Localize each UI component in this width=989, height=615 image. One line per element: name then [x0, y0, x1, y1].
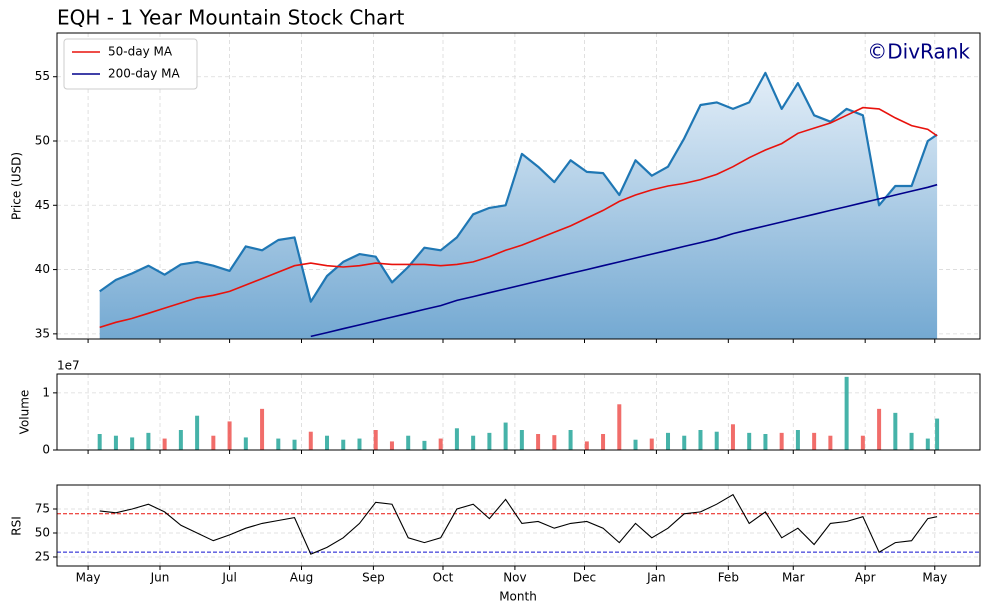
volume-bar	[97, 434, 102, 450]
legend: 50-day MA 200-day MA	[63, 38, 198, 90]
x-tick-label: Jan	[646, 571, 666, 585]
volume-bar	[828, 435, 833, 450]
volume-bar	[779, 432, 784, 450]
y-tick-label: 55	[35, 69, 50, 83]
volume-bar	[666, 432, 671, 450]
x-tick-label: Jun	[150, 571, 170, 585]
volume-bar	[714, 431, 719, 450]
volume-bar	[341, 439, 346, 450]
y-tick-label: 1	[42, 385, 50, 399]
x-tick-label: May	[922, 571, 947, 585]
volume-bar	[227, 421, 232, 450]
volume-bar	[730, 424, 735, 450]
volume-bar	[877, 408, 882, 450]
volume-bar	[243, 437, 248, 450]
rsi-line	[99, 493, 938, 555]
volume-bar	[325, 435, 330, 450]
volume-bar	[389, 441, 394, 450]
plot-frame	[56, 373, 981, 451]
volume-bar	[584, 441, 589, 450]
volume-bar	[195, 415, 200, 450]
watermark: ©DivRank	[867, 40, 970, 64]
x-tick-label: Nov	[503, 571, 526, 585]
volume-bar	[292, 439, 297, 450]
volume-bar	[260, 408, 265, 450]
volume-bar	[422, 440, 427, 450]
plot-frame	[56, 484, 981, 567]
y-tick-label: 75	[35, 501, 50, 515]
y-tick-label: 50	[35, 134, 50, 148]
volume-bar	[454, 428, 459, 450]
volume-bar	[925, 438, 930, 450]
volume-bar	[130, 437, 135, 450]
volume-bar	[893, 412, 898, 450]
volume-bar	[860, 435, 865, 450]
y-axis-label: Price (USD)	[10, 152, 24, 220]
y-axis-label: RSI	[10, 516, 24, 536]
price-area	[99, 72, 938, 340]
x-tick-label: Feb	[718, 571, 739, 585]
volume-bar	[178, 430, 183, 450]
y-tick-label: 25	[35, 549, 50, 563]
volume-bar	[633, 439, 638, 450]
legend-label: 50-day MA	[108, 45, 173, 59]
x-tick-label: May	[76, 571, 101, 585]
volume-bar	[552, 435, 557, 450]
price-line	[99, 71, 938, 303]
x-tick-label: Mar	[782, 571, 805, 585]
y-tick-label: 35	[35, 326, 50, 340]
volume-bar	[438, 438, 443, 450]
x-tick-label: Apr	[855, 571, 876, 585]
volume-bar	[211, 435, 216, 450]
volume-bar	[909, 432, 914, 450]
volume-bar	[536, 434, 541, 450]
volume-bar	[698, 430, 703, 450]
y-tick-label: 40	[35, 262, 50, 276]
plot-frame	[56, 32, 981, 340]
volume-bar	[519, 430, 524, 450]
volume-bar	[601, 434, 606, 450]
volume-bar	[617, 404, 622, 450]
volume-bar	[763, 434, 768, 450]
x-axis-label: Month	[499, 590, 537, 604]
ma-line	[310, 183, 938, 338]
x-tick-label: Jul	[221, 571, 236, 585]
volume-bar	[276, 438, 281, 450]
x-tick-label: Oct	[433, 571, 454, 585]
y-axis-label: Volume	[18, 390, 32, 435]
volume-bar	[503, 422, 508, 450]
volume-bar	[357, 438, 362, 450]
volume-bar	[844, 376, 849, 450]
x-tick-label: Dec	[573, 571, 596, 585]
volume-bar	[649, 438, 654, 450]
y-offset-label: 1e7	[57, 359, 80, 373]
volume-bar	[682, 435, 687, 450]
y-tick-label: 0	[42, 443, 50, 457]
volume-bar	[487, 432, 492, 450]
volume-bar	[471, 435, 476, 450]
legend-label: 200-day MA	[108, 67, 180, 81]
volume-bar	[568, 430, 573, 450]
y-tick-label: 50	[35, 525, 50, 539]
volume-bar	[812, 432, 817, 450]
volume-bar	[795, 430, 800, 450]
x-tick-label: Aug	[290, 571, 313, 585]
volume-bar	[747, 432, 752, 450]
volume-bar	[146, 432, 151, 450]
volume-bar	[406, 435, 411, 450]
x-tick-label: Sep	[362, 571, 385, 585]
volume-bar	[113, 435, 118, 450]
volume-bar	[935, 418, 940, 450]
ma-line	[99, 106, 938, 329]
volume-bar	[308, 431, 313, 450]
y-tick-label: 45	[35, 198, 50, 212]
volume-bar	[373, 430, 378, 450]
chart-title: EQH - 1 Year Mountain Stock Chart	[57, 6, 404, 30]
volume-bar	[162, 438, 167, 450]
